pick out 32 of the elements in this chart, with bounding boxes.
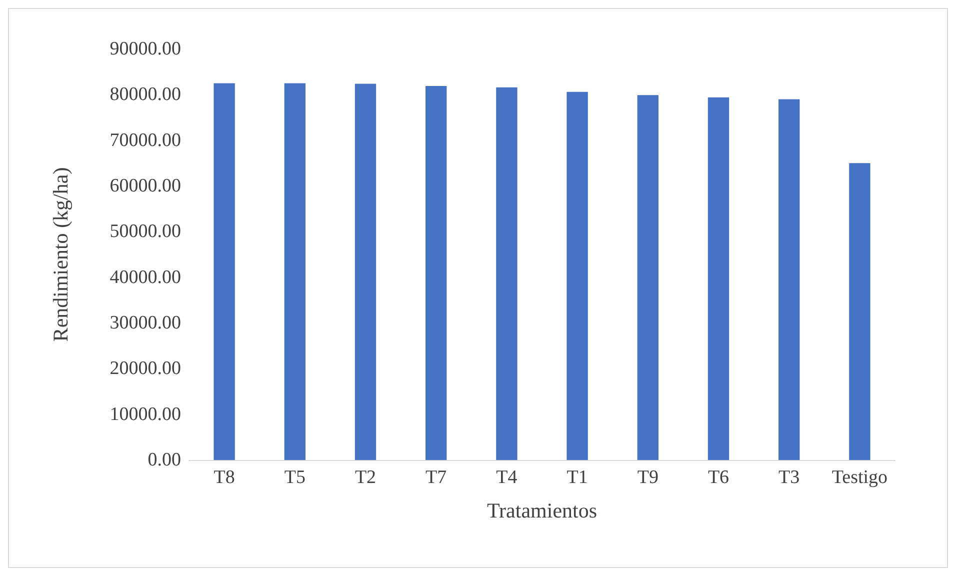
bar <box>284 83 306 460</box>
x-tick-label: Testigo <box>832 467 888 488</box>
bar <box>566 92 588 460</box>
bar <box>778 99 800 460</box>
x-axis-title: Tratamientos <box>486 498 598 522</box>
x-tick-label: T2 <box>354 467 376 488</box>
bar <box>214 83 235 460</box>
bar <box>708 97 730 460</box>
x-tick-label: T9 <box>637 467 658 488</box>
x-tick-label: T3 <box>778 467 800 488</box>
x-tick-label: T6 <box>708 467 730 488</box>
y-tick-label: 20000.00 <box>110 358 181 380</box>
bar <box>354 84 376 460</box>
y-tick-label: 40000.00 <box>110 266 181 288</box>
y-tick-label: 50000.00 <box>110 221 181 242</box>
y-tick-label: 30000.00 <box>110 312 181 334</box>
y-tick-label: 10000.00 <box>110 404 181 425</box>
y-tick-label: 60000.00 <box>110 176 181 196</box>
x-tick-label: T1 <box>566 467 588 488</box>
y-tick-label: 0.00 <box>148 450 181 470</box>
y-axis-title: Rendimiento (kg/ha) <box>48 167 72 342</box>
bar <box>849 163 870 460</box>
x-tick-label: T7 <box>426 467 447 488</box>
y-tick-label: 80000.00 <box>110 84 181 106</box>
x-tick-label: T5 <box>284 467 306 488</box>
bar <box>637 95 658 460</box>
x-tick-label: T8 <box>214 467 235 488</box>
x-tick-label: T4 <box>496 467 518 488</box>
bar <box>426 86 447 460</box>
bar <box>496 87 518 460</box>
y-tick-label: 70000.00 <box>110 130 181 151</box>
y-tick-label: 90000.00 <box>110 38 181 60</box>
